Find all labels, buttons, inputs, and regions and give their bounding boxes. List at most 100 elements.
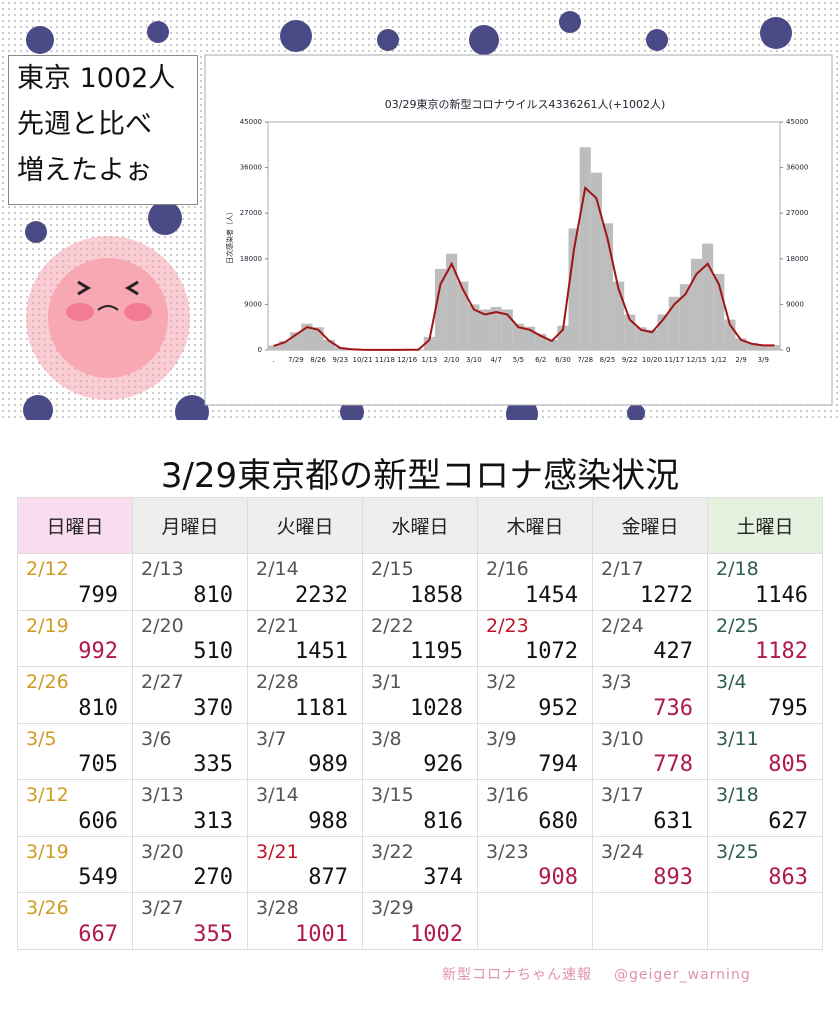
y-tick-label: 18000 [240, 255, 262, 263]
y-tick-label: 27000 [240, 209, 262, 217]
header-art: 03/29東京の新型コロナウイルス4336261人(+1002人) 日次感染者（… [23, 11, 833, 420]
bar [524, 326, 536, 350]
bar [423, 336, 435, 350]
x-tick-label: 8/26 [310, 356, 326, 364]
count: 1195 [410, 639, 463, 664]
x-tick-label: 6/30 [555, 356, 571, 364]
date: 3/12 [26, 784, 69, 806]
bar [323, 339, 335, 350]
summary-panel: 3/29東京都の新型コロナ感染状況 日曜日 月曜日 火曜日 水曜日 木曜日 金曜日 土曜日 2… [0, 420, 840, 1024]
count: 1451 [295, 639, 348, 664]
y2-tick-label: 45000 [786, 118, 808, 126]
header-cell: 水曜日 [363, 498, 478, 554]
y2-tick-label: 36000 [786, 164, 808, 172]
count: 1028 [410, 695, 463, 721]
bar [668, 296, 680, 350]
count: 370 [193, 695, 233, 721]
count: 952 [538, 695, 578, 721]
count: 810 [78, 695, 118, 721]
date: 3/13 [141, 784, 184, 806]
bar [290, 332, 302, 350]
day-cell [478, 893, 593, 950]
date: 3/15 [371, 784, 414, 806]
y2-tick-label: 0 [786, 346, 790, 354]
bar [690, 258, 703, 350]
date: 2/28 [256, 671, 299, 693]
count: 794 [538, 752, 578, 777]
count: 908 [538, 865, 578, 890]
count: 893 [653, 865, 693, 890]
count: 1002 [410, 921, 463, 947]
day-cell: 3/23 908 [478, 836, 593, 893]
header-cell: 日曜日 [18, 498, 133, 554]
table-title: 3/29東京都の新型コロナ感染状況 [160, 456, 680, 496]
count: 863 [768, 865, 808, 890]
day-cell: 2/28 1181 [248, 667, 363, 724]
x-tick-label: 2/10 [444, 356, 460, 364]
count: 1454 [525, 582, 578, 608]
date: 3/11 [716, 727, 759, 750]
bar [635, 327, 647, 350]
day-cell: 3/17 631 [593, 780, 708, 837]
day-cell: 3/13 313 [133, 780, 248, 837]
calendar-table: 日曜日 月曜日 火曜日 水曜日 木曜日 金曜日 土曜日 2/12 799 2/13 810 2/14 2… [17, 497, 823, 950]
x-tick-label: 7/29 [288, 356, 304, 364]
bar [312, 327, 324, 350]
date: 3/17 [601, 784, 644, 806]
day-cell: 2/12 799 [18, 554, 133, 611]
date: 2/14 [256, 558, 299, 580]
day-cell: 3/10 778 [593, 723, 708, 780]
date: 3/26 [26, 897, 69, 919]
count: 988 [308, 808, 348, 834]
bar [535, 333, 547, 350]
footer: 新型コロナちゃん速報 @geiger_warning [442, 964, 773, 984]
date: 3/16 [486, 784, 529, 806]
day-cell: 3/19 549 [18, 836, 133, 893]
bar [624, 314, 636, 350]
bar [757, 344, 769, 350]
bar [479, 309, 491, 350]
x-tick-label: 11/17 [664, 356, 684, 364]
date: 3/14 [256, 784, 299, 806]
bar [268, 345, 280, 350]
day-cell: 2/16 1454 [478, 554, 593, 611]
date: 2/18 [716, 558, 759, 580]
date: 3/4 [716, 671, 747, 693]
bar [702, 243, 714, 350]
y-tick-label: 0 [258, 346, 262, 354]
bar [713, 274, 725, 350]
day-cell: 3/18 627 [708, 780, 823, 837]
date: 2/13 [141, 558, 184, 580]
day-cell: 3/1 1028 [363, 667, 478, 724]
date: 2/21 [256, 614, 299, 637]
day-cell: 2/20 510 [133, 610, 248, 667]
count: 2232 [295, 582, 348, 608]
day-cell: 3/12 606 [18, 780, 133, 837]
count: 427 [653, 639, 693, 664]
count: 795 [768, 695, 808, 721]
x-tick-label: 8/25 [600, 356, 616, 364]
x-tick-label: 4/7 [491, 356, 502, 364]
day-cell: 3/7 989 [248, 723, 363, 780]
count: 1181 [295, 695, 348, 721]
x-tick-label: 10/20 [642, 356, 662, 364]
day-cell: 3/16 680 [478, 780, 593, 837]
date: 3/27 [141, 897, 184, 919]
day-cell: 2/17 1272 [593, 554, 708, 611]
count: 374 [423, 865, 463, 890]
count: 606 [78, 808, 118, 834]
bar [457, 281, 469, 350]
day-cell: 2/21 1451 [248, 610, 363, 667]
x-tick-label: 12/16 [397, 356, 418, 364]
day-cell: 2/22 1195 [363, 610, 478, 667]
header-cell: 土曜日 [708, 498, 823, 554]
bar [446, 253, 458, 350]
date: 3/2 [486, 671, 517, 693]
line [273, 185, 775, 351]
count: 877 [308, 865, 348, 890]
count: 1182 [755, 639, 808, 664]
day-cell: 3/21 877 [248, 836, 363, 893]
date: 2/23 [486, 614, 529, 637]
count: 810 [193, 582, 233, 608]
bubble-line: 先週と比べ [17, 109, 152, 140]
